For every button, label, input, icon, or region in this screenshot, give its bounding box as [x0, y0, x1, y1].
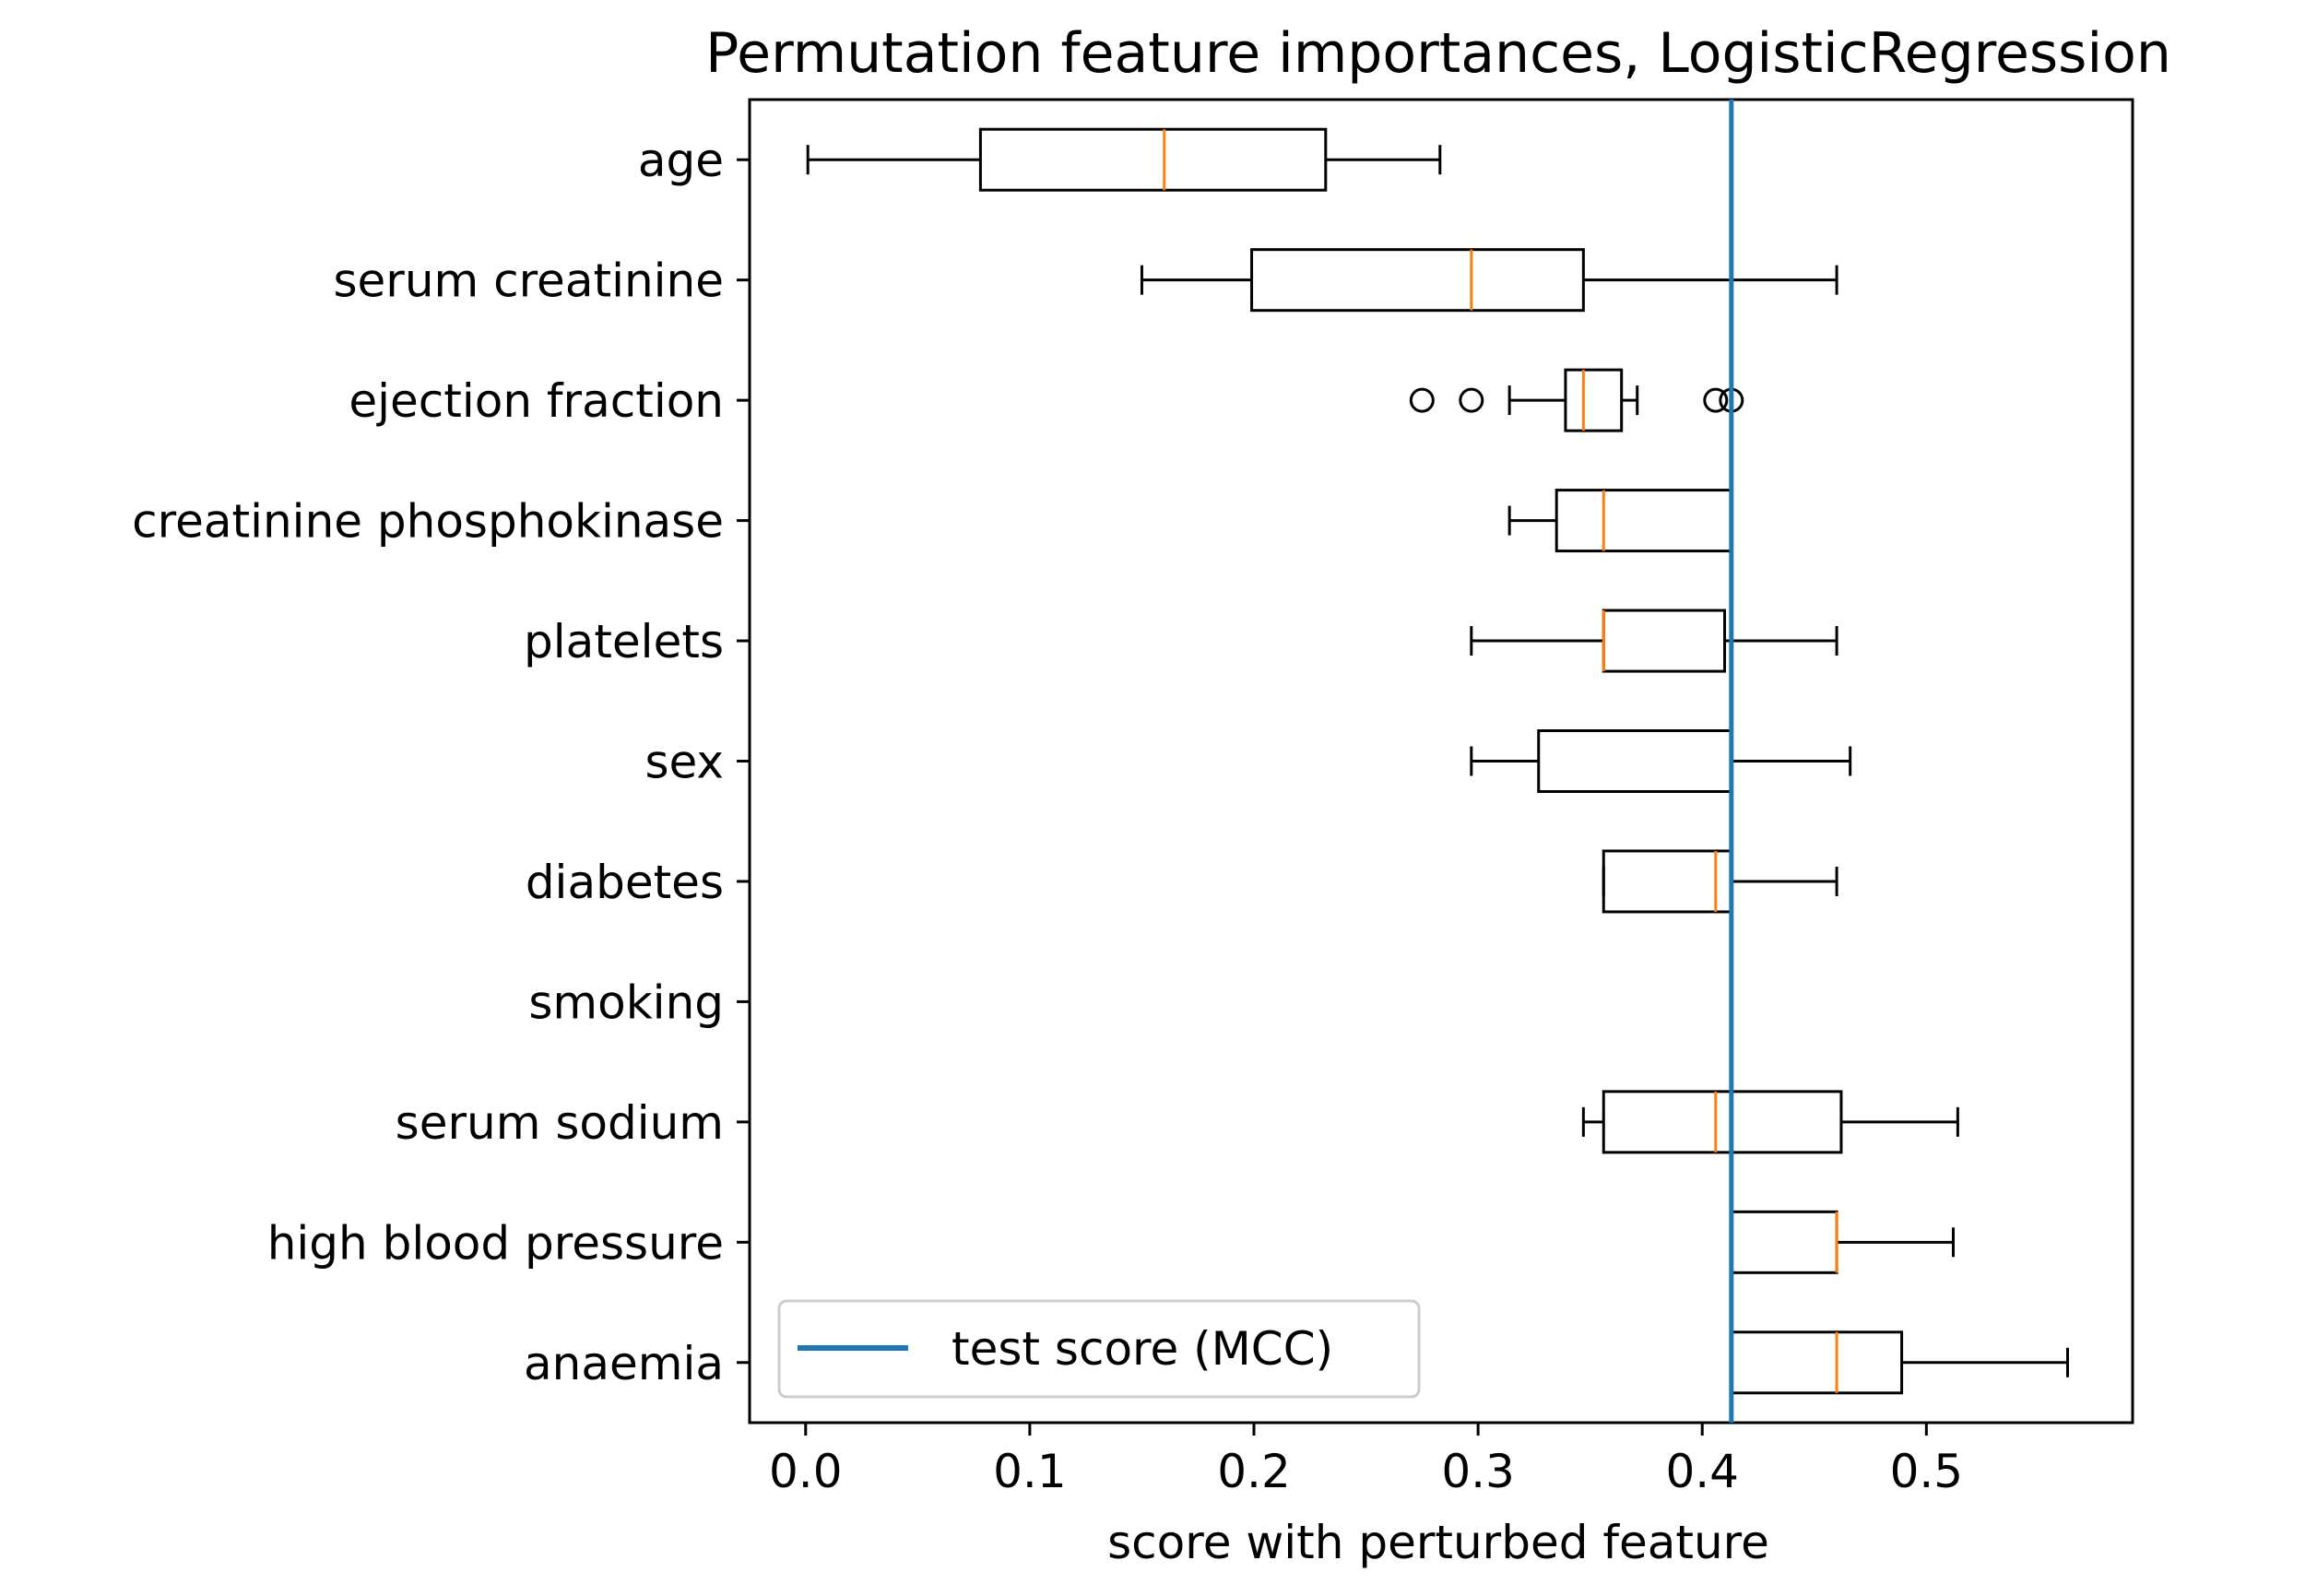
x-axis-label: score with perturbed feature [1107, 1516, 1769, 1569]
outlier-point [1459, 387, 1484, 413]
axes-frame [748, 98, 2134, 1425]
y-tick-label: sex [644, 736, 724, 789]
x-tick-label: 0.2 [1217, 1445, 1291, 1498]
legend-frame [777, 1299, 1421, 1399]
outlier-point [1703, 387, 1729, 413]
x-tick-label: 0.5 [1890, 1445, 1964, 1498]
box-iqr [1250, 248, 1585, 313]
plot-area: 0.0 0.1 0.2 0.3 0.4 0.5 age serum creatinine eje… [132, 98, 2134, 1498]
y-tick-label: creatinine phosphokinase [132, 495, 724, 549]
y-tick-label: ejection fraction [349, 374, 724, 428]
y-tick-label: anaemia [524, 1337, 724, 1390]
y-tick-label: serum sodium [396, 1096, 724, 1150]
box-iqr [1537, 729, 1733, 793]
box-iqr [1564, 368, 1624, 432]
chart-title: Permutation feature importances, Logisti… [705, 21, 2171, 86]
box-iqr [1602, 609, 1727, 673]
legend: test score (MCC) [777, 1299, 1421, 1399]
y-tick-label: platelets [524, 615, 724, 668]
box-iqr [1730, 1330, 1904, 1395]
outlier-point [1409, 387, 1435, 413]
legend-label: test score (MCC) [952, 1322, 1333, 1376]
x-tick-label: 0.4 [1665, 1445, 1739, 1498]
x-tick-label: 0.3 [1441, 1445, 1515, 1498]
box-iqr [1602, 849, 1733, 914]
y-tick-label: smoking [528, 975, 724, 1029]
box-iqr [1602, 1090, 1843, 1154]
x-tick-label: 0.1 [993, 1445, 1067, 1498]
box-iqr [1555, 489, 1733, 553]
x-tick-label: 0.0 [769, 1445, 843, 1498]
y-tick-label: diabetes [526, 856, 724, 909]
box-iqr [1730, 1210, 1838, 1274]
y-tick-label: serum creatinine [333, 254, 724, 308]
box-iqr [978, 127, 1328, 192]
y-tick-label: age [638, 134, 724, 187]
y-tick-label: high blood pressure [267, 1216, 724, 1270]
